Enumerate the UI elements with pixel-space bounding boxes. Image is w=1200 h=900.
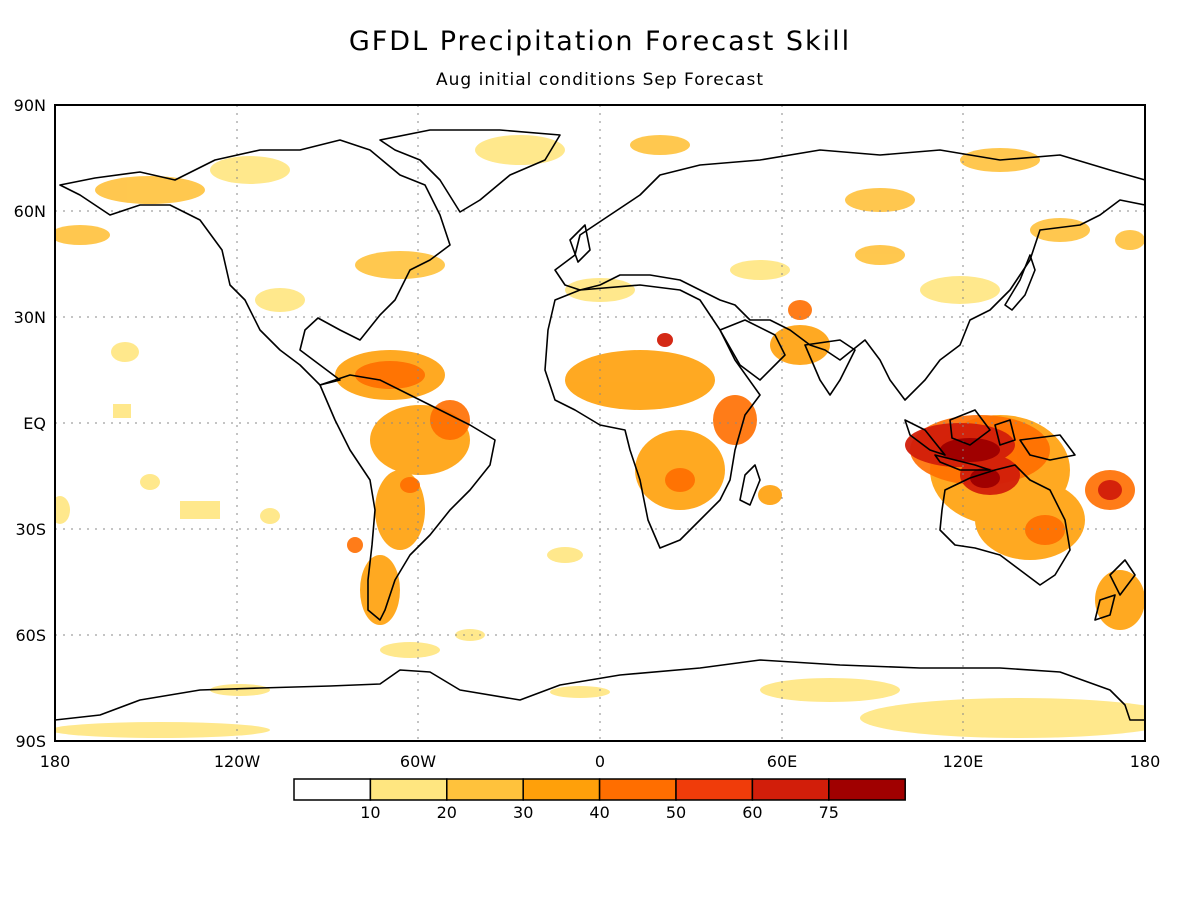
colorbar-label: 40: [589, 803, 609, 822]
colorbar-label: 10: [360, 803, 380, 822]
lat-axis: 90N 60N 30N EQ 30S 60S 90S: [14, 96, 46, 751]
colorbar-label: 75: [819, 803, 839, 822]
lat-tick: 60N: [14, 202, 46, 221]
map-frame: [54, 104, 1146, 742]
colorbar-swatch: [675, 778, 754, 801]
chart-title: GFDL Precipitation Forecast Skill: [348, 26, 852, 57]
lat-tick: 90S: [15, 732, 46, 751]
lon-tick: 60W: [400, 752, 436, 771]
lat-tick: 30N: [14, 308, 46, 327]
colorbar-label: 30: [513, 803, 533, 822]
colorbar-swatch: [369, 778, 448, 801]
chart-subtitle: Aug initial conditions Sep Forecast: [436, 70, 764, 90]
colorbar-label: 50: [666, 803, 686, 822]
coastlines: [55, 129, 1145, 721]
skill-shading: [55, 135, 1145, 738]
colorbar-label: 60: [742, 803, 762, 822]
lon-tick: 120W: [214, 752, 261, 771]
lat-tick: 30S: [15, 520, 46, 539]
colorbar-swatch: [598, 778, 677, 801]
colorbar-swatch: [293, 778, 372, 801]
lat-tick: 90N: [14, 96, 46, 115]
colorbar-swatch: [522, 778, 601, 801]
colorbar-swatch: [828, 778, 906, 801]
lon-axis: 180 120W 60W 0 60E 120E 180: [40, 752, 1161, 771]
colorbar-swatch: [446, 778, 524, 801]
colorbar-swatch: [751, 778, 830, 801]
lon-tick: 120E: [943, 752, 984, 771]
lon-tick: 180: [40, 752, 71, 771]
grid-lines: [55, 105, 1145, 741]
lon-tick: 0: [595, 752, 605, 771]
lon-tick: 180: [1130, 752, 1161, 771]
colorbar-label: 20: [437, 803, 457, 822]
lat-tick: 60S: [15, 626, 46, 645]
colorbar: 10 20 30 40 50 60 75: [293, 778, 906, 822]
lon-tick: 60E: [767, 752, 797, 771]
lat-tick: EQ: [23, 414, 46, 433]
